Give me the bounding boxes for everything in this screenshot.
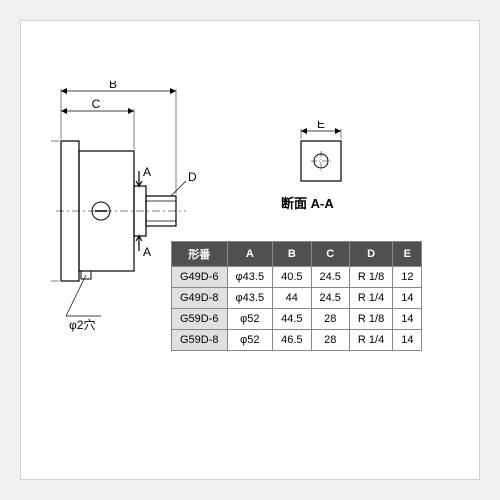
table-header: D	[349, 242, 392, 267]
dim-b-label: B	[109, 81, 117, 91]
table-cell: G59D-8	[172, 330, 228, 351]
table-cell: R 1/8	[349, 267, 392, 288]
table-row: G49D-8φ43.54424.5R 1/414	[172, 288, 422, 309]
table-cell: 28	[311, 330, 349, 351]
table-cell: 24.5	[311, 267, 349, 288]
table-cell: G49D-6	[172, 267, 228, 288]
table-header: C	[311, 242, 349, 267]
section-label: 断面 A-A	[281, 193, 334, 212]
table-cell: 24.5	[311, 288, 349, 309]
table-cell: 12	[393, 267, 422, 288]
spec-table: 形番ABCDE G49D-6φ43.540.524.5R 1/812G49D-8…	[171, 241, 422, 351]
section-marker-bot: A	[143, 245, 151, 259]
table-cell: 14	[393, 309, 422, 330]
table-row: G59D-8φ5246.528R 1/414	[172, 330, 422, 351]
table-header: E	[393, 242, 422, 267]
table-cell: φ43.5	[227, 288, 273, 309]
section-marker-top: A	[143, 165, 151, 179]
dim-e-label: E	[317, 121, 325, 131]
page: A A B C A D	[20, 20, 480, 480]
table-cell: φ52	[227, 330, 273, 351]
table-header: B	[273, 242, 311, 267]
table-header: A	[227, 242, 273, 267]
table-cell: G59D-6	[172, 309, 228, 330]
dim-d-label: D	[188, 170, 197, 184]
table-cell: 28	[311, 309, 349, 330]
table-cell: 46.5	[273, 330, 311, 351]
table-cell: R 1/4	[349, 330, 392, 351]
table-cell: 44	[273, 288, 311, 309]
table-row: G49D-6φ43.540.524.5R 1/812	[172, 267, 422, 288]
table-cell: 14	[393, 330, 422, 351]
hole-note: φ2穴	[69, 317, 95, 332]
table-cell: G49D-8	[172, 288, 228, 309]
dim-c-label: C	[92, 97, 101, 111]
section-diagram: E	[281, 121, 361, 196]
table-cell: φ52	[227, 309, 273, 330]
spec-table-element: 形番ABCDE G49D-6φ43.540.524.5R 1/812G49D-8…	[171, 241, 422, 351]
table-cell: R 1/4	[349, 288, 392, 309]
table-cell: 40.5	[273, 267, 311, 288]
table-row: G59D-6φ5244.528R 1/814	[172, 309, 422, 330]
table-header: 形番	[172, 242, 228, 267]
table-cell: R 1/8	[349, 309, 392, 330]
table-cell: 44.5	[273, 309, 311, 330]
table-cell: 14	[393, 288, 422, 309]
table-cell: φ43.5	[227, 267, 273, 288]
